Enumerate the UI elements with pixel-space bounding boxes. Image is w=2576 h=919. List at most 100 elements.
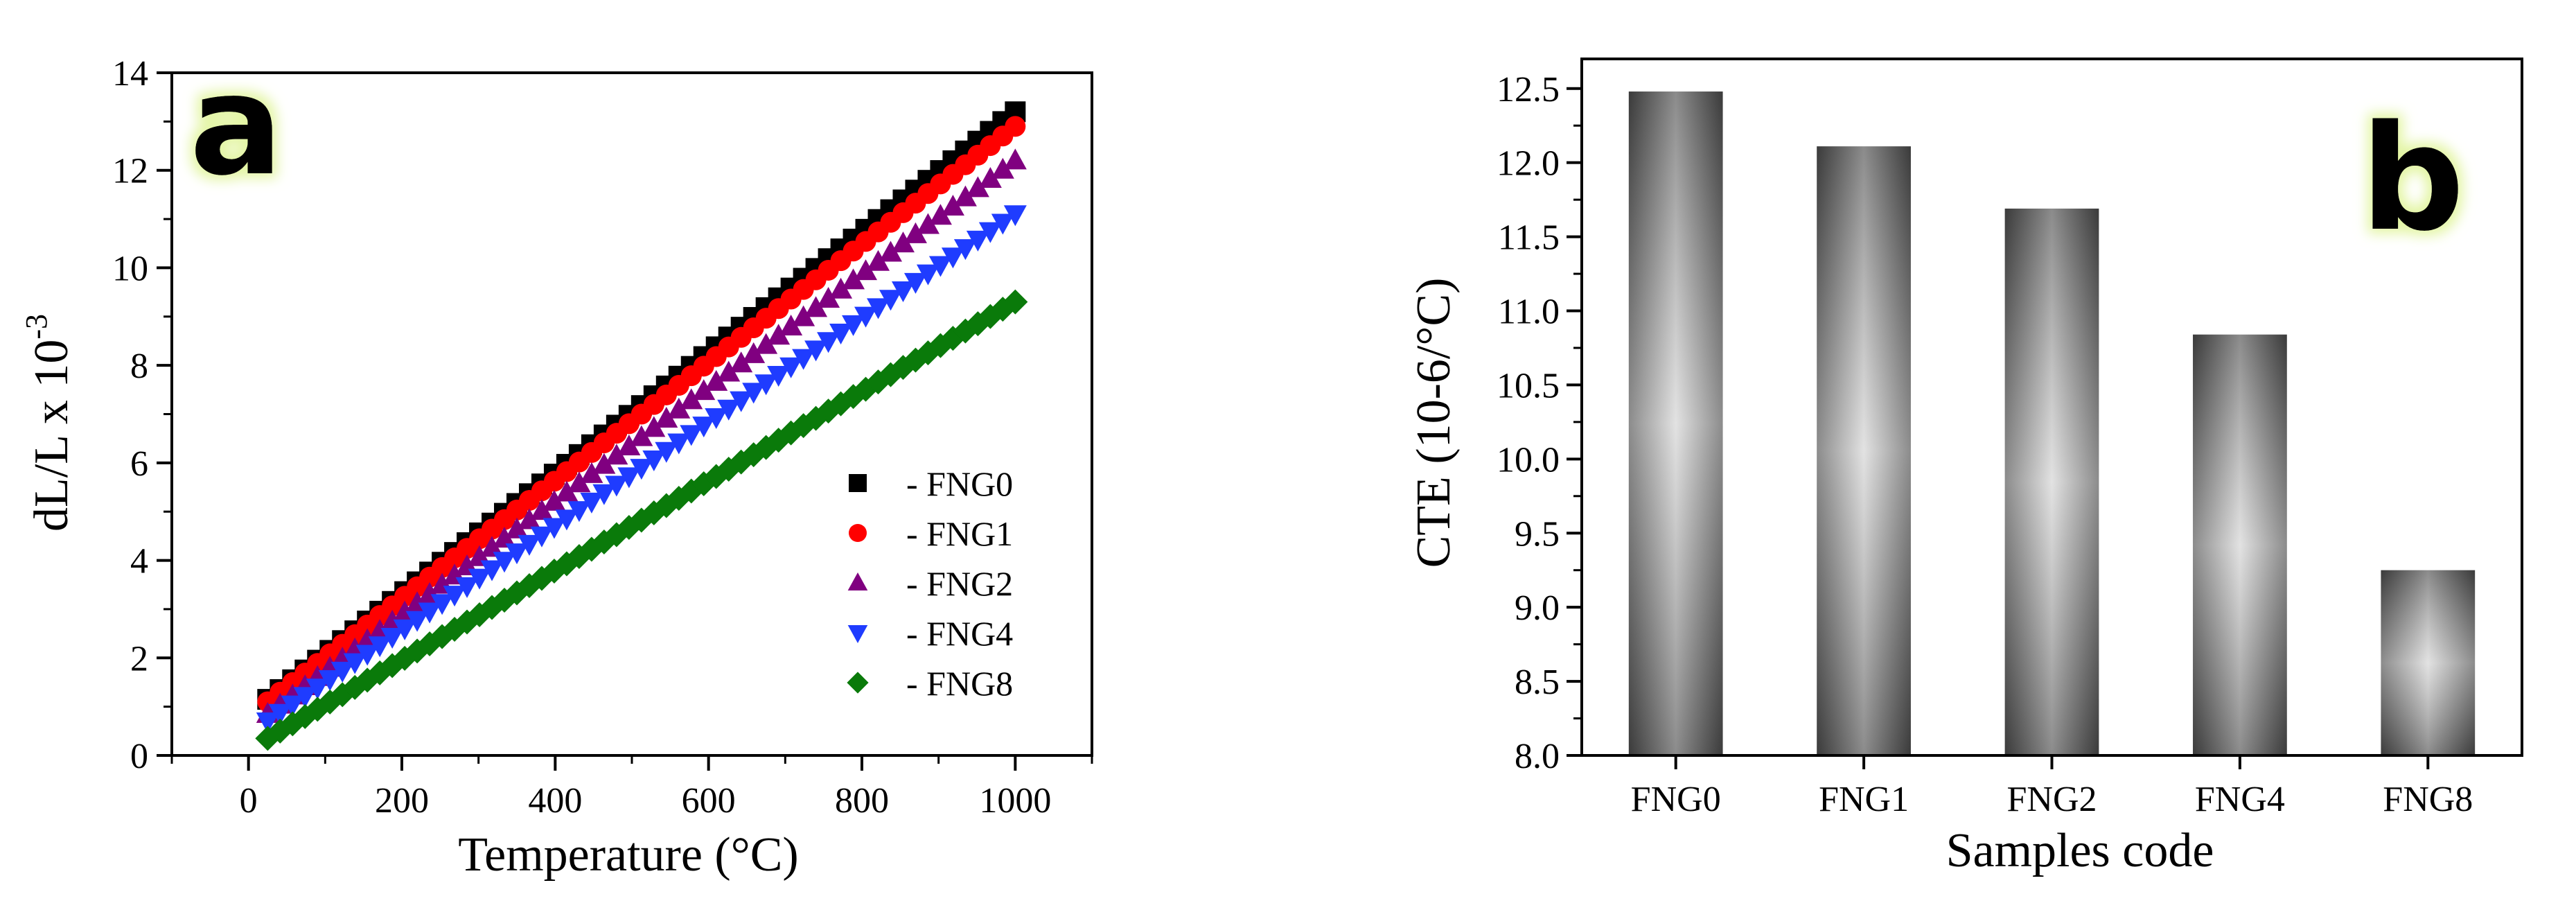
data-point [493, 552, 516, 573]
data-point [642, 450, 666, 471]
data-point [978, 222, 1002, 243]
x-tick-label: 0 [240, 781, 258, 821]
data-point [705, 369, 728, 391]
legend-label: - FNG0 [906, 464, 1013, 503]
data-point [330, 661, 354, 683]
data-point [804, 296, 828, 317]
data-point [605, 475, 628, 497]
data-point [717, 360, 741, 382]
data-point [817, 332, 840, 353]
data-point [829, 277, 853, 299]
y-tick-label: 12.5 [1497, 70, 1560, 110]
data-point [742, 383, 766, 404]
data-point [891, 281, 915, 303]
data-point [755, 374, 778, 396]
data-point [767, 365, 791, 387]
data-point [767, 324, 791, 345]
data-point [655, 441, 678, 463]
data-point [842, 315, 865, 336]
data-point [455, 577, 479, 598]
bar-fng0 [1628, 91, 1723, 756]
y-tick-label: 10.5 [1497, 366, 1560, 405]
y-axis-ticks: 8.0 8.5 9.0 9.5 10.0 10.5 11.0 11.5 12.0 12.5 [1497, 70, 1582, 776]
legend-item: - FNG8 [847, 664, 1013, 703]
data-point [928, 204, 952, 225]
y-tick-label: 12.0 [1497, 144, 1560, 184]
data-point [580, 462, 603, 483]
data-point [879, 240, 902, 262]
data-point [991, 213, 1014, 235]
data-point [779, 314, 803, 335]
x-tick-label: 800 [835, 781, 889, 821]
data-point [1003, 205, 1027, 227]
legend-marker [847, 624, 868, 643]
data-point [903, 222, 927, 243]
data-point [468, 568, 491, 590]
data-point [779, 357, 803, 378]
bar-fng1 [1817, 146, 1911, 756]
data-point [518, 534, 541, 556]
x-tick-label: FNG8 [2383, 780, 2473, 819]
bar-shade [2381, 570, 2476, 755]
data-point [854, 259, 878, 281]
data-point [293, 687, 317, 708]
data-point [903, 347, 928, 373]
data-point [953, 239, 977, 261]
y-axis-ticks: 0 2 4 6 8 10 12 14 [112, 54, 172, 776]
y-tick-label: 14 [112, 54, 148, 94]
legend-item: - FNG1 [849, 514, 1013, 553]
legend-marker [849, 524, 867, 542]
data-point [306, 679, 329, 700]
data-point [966, 176, 989, 198]
y-axis-label-main: dL/L x 10 [25, 340, 78, 532]
y-tick-label: 9.5 [1515, 514, 1560, 554]
data-point [978, 167, 1002, 189]
bar-fng2 [2004, 208, 2099, 755]
data-point [268, 703, 292, 725]
data-point [817, 287, 840, 308]
y-axis-label: CTE (10-6/°C) [1407, 278, 1461, 568]
data-point [380, 628, 404, 649]
bar-shade [1628, 91, 1723, 756]
legend-label: - FNG8 [906, 664, 1013, 703]
y-axis-label-exponent: -3 [19, 314, 53, 340]
y-axis-label: dL/L x 10-3 [19, 314, 78, 532]
data-point [617, 434, 641, 455]
data-point [505, 543, 529, 565]
data-point [916, 264, 939, 286]
y-tick-label: 11.0 [1498, 292, 1560, 332]
data-point [642, 416, 666, 437]
legend: - FNG0 - FNG1 - FNG2 - FNG4 - FNG8 [847, 464, 1013, 703]
data-point [592, 453, 616, 474]
x-tick-label: 600 [682, 781, 736, 821]
y-tick-label: 12 [112, 152, 148, 191]
data-point [867, 250, 890, 271]
data-point [705, 408, 728, 429]
data-point [368, 636, 391, 658]
x-axis-ticks: 0 200 400 600 800 1000 [170, 755, 1093, 821]
panel-a-scatter: 0 200 400 600 800 1000 0 2 4 6 8 10 12 14 Temperatur… [19, 45, 1093, 882]
bar-fng4 [2193, 334, 2287, 756]
y-tick-label: 6 [130, 444, 148, 484]
data-point [405, 611, 429, 632]
legend-item: - FNG2 [847, 564, 1013, 603]
data-point [1003, 148, 1027, 170]
data-point [343, 653, 367, 674]
data-point [567, 501, 591, 523]
data-point [891, 231, 915, 253]
data-point [630, 459, 653, 480]
data-point [991, 157, 1014, 179]
x-tick-label: FNG0 [1631, 780, 1721, 819]
data-point [903, 272, 927, 294]
data-point [292, 703, 318, 729]
bar-shade [1817, 146, 1911, 756]
data-point [792, 305, 815, 326]
legend-label: - FNG2 [906, 564, 1013, 603]
data-point [355, 645, 379, 666]
data-point [605, 444, 628, 465]
legend-label: - FNG4 [906, 614, 1013, 653]
data-point [717, 399, 741, 421]
data-point [592, 484, 616, 505]
data-point [418, 602, 441, 624]
